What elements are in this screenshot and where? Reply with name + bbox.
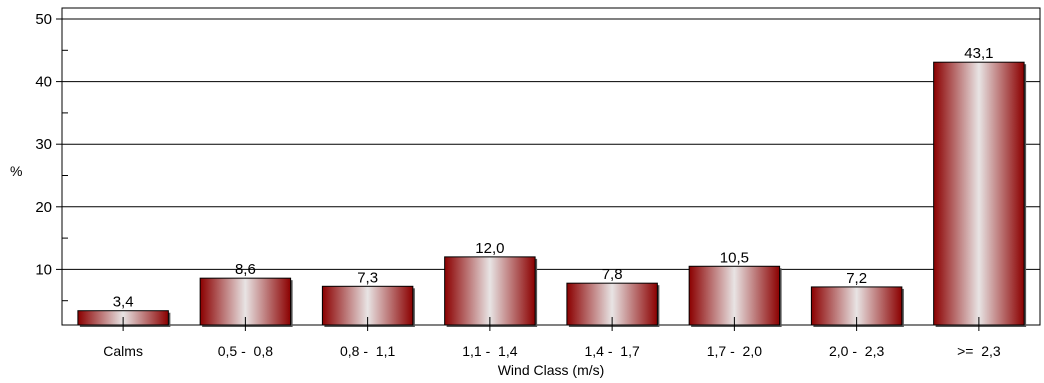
x-category-label: Calms xyxy=(103,343,143,359)
x-category-label: 2,0 - 2,3 xyxy=(829,343,884,359)
bars: 3,4 8,6 7,3 12,0 7,8 10,5 7,2 43,1 xyxy=(77,45,1027,327)
x-category-label: 1,7 - 2,0 xyxy=(707,343,762,359)
bar-value-label: 7,2 xyxy=(846,270,867,287)
bar-value-label: 43,1 xyxy=(964,45,993,62)
x-category-label: 0,8 - 1,1 xyxy=(340,343,395,359)
x-category-label: >= 2,3 xyxy=(957,343,1001,359)
bar xyxy=(688,265,781,326)
bar-value-label: 10,5 xyxy=(720,249,749,266)
y-axis-title: % xyxy=(10,163,22,179)
bar xyxy=(444,256,536,326)
x-category-label: 0,5 - 0,8 xyxy=(218,343,273,359)
x-axis-title: Wind Class (m/s) xyxy=(498,362,605,378)
bar-value-label: 7,8 xyxy=(602,266,623,283)
y-tick-label: 50 xyxy=(35,11,52,28)
plot-area xyxy=(61,7,1041,326)
bar-value-label: 7,3 xyxy=(357,269,378,286)
x-category-label: 1,4 - 1,7 xyxy=(584,343,639,359)
bar xyxy=(933,61,1025,326)
bar-value-label: 3,4 xyxy=(113,294,134,311)
x-axis: Calms 0,5 - 0,8 0,8 - 1,1 1,1 - 1,4 1,4 - 1,… xyxy=(103,317,1001,359)
bar-value-label: 8,6 xyxy=(235,261,256,278)
bar-value-label: 12,0 xyxy=(475,240,504,257)
y-axis: 10 20 30 40 50 xyxy=(35,11,68,302)
y-tick-label: 20 xyxy=(35,199,52,216)
y-tick-label: 40 xyxy=(35,74,52,91)
y-tick-label: 30 xyxy=(35,136,52,153)
gridlines xyxy=(62,18,1040,270)
y-tick-label: 10 xyxy=(35,261,52,278)
x-category-label: 1,1 - 1,4 xyxy=(462,343,517,359)
